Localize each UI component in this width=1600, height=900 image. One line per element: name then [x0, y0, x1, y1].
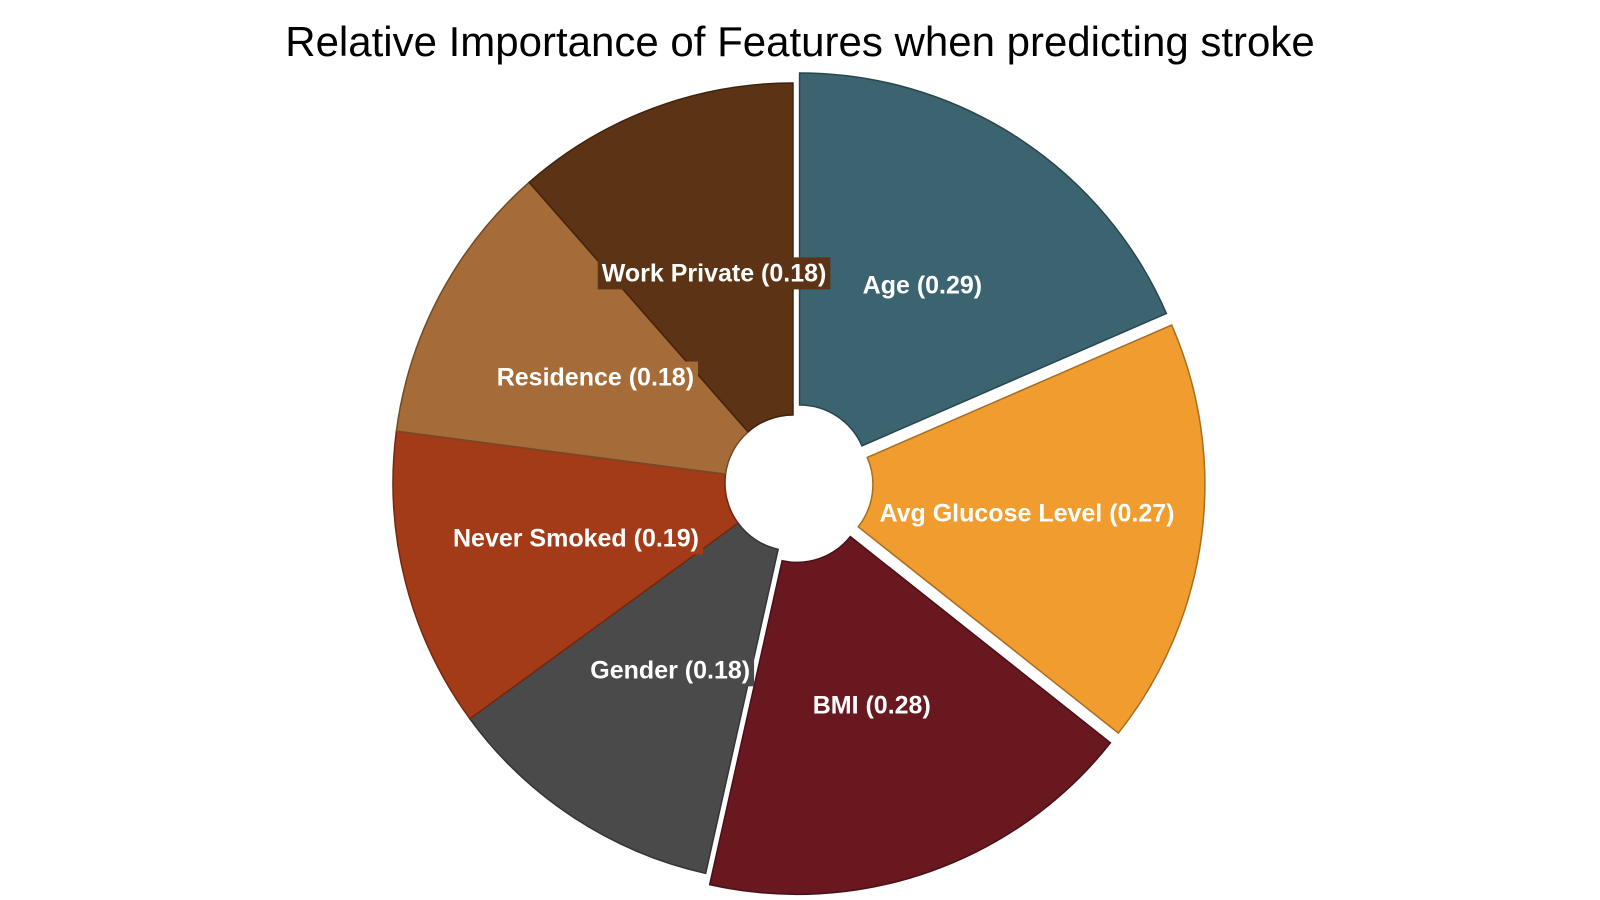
slices-layer [392, 72, 1206, 896]
pie-slice-never-smoked [392, 430, 740, 720]
slice-label-age: Age (0.29) [863, 272, 982, 300]
slice-label-work-private: Work Private (0.18) [602, 259, 827, 287]
slice-label-plate [586, 654, 755, 687]
slice-label-residence: Residence (0.18) [497, 364, 694, 392]
slice-label-plate [448, 522, 703, 555]
pie-slice-age [798, 72, 1168, 447]
slice-label-gender: Gender (0.18) [590, 656, 750, 684]
slice-label-never-smoked: Never Smoked (0.19) [453, 524, 699, 552]
pie-slice-residence [395, 181, 750, 476]
pie-slice-bmi [708, 535, 1112, 896]
chart-title: Relative Importance of Features when pre… [285, 18, 1315, 65]
slice-label-plate [597, 257, 831, 290]
slice-label-bmi: BMI (0.28) [813, 691, 931, 719]
slice-label-plate [492, 361, 699, 394]
slice-label-avg-glucose-level: Avg Glucose Level (0.27) [879, 500, 1174, 528]
labels-layer: Age (0.29) Avg Glucose Level (0.27) BMI (0… [448, 257, 1175, 719]
pie-slice-avg-glucose-level [857, 324, 1206, 735]
pie-slice-gender [468, 522, 780, 875]
